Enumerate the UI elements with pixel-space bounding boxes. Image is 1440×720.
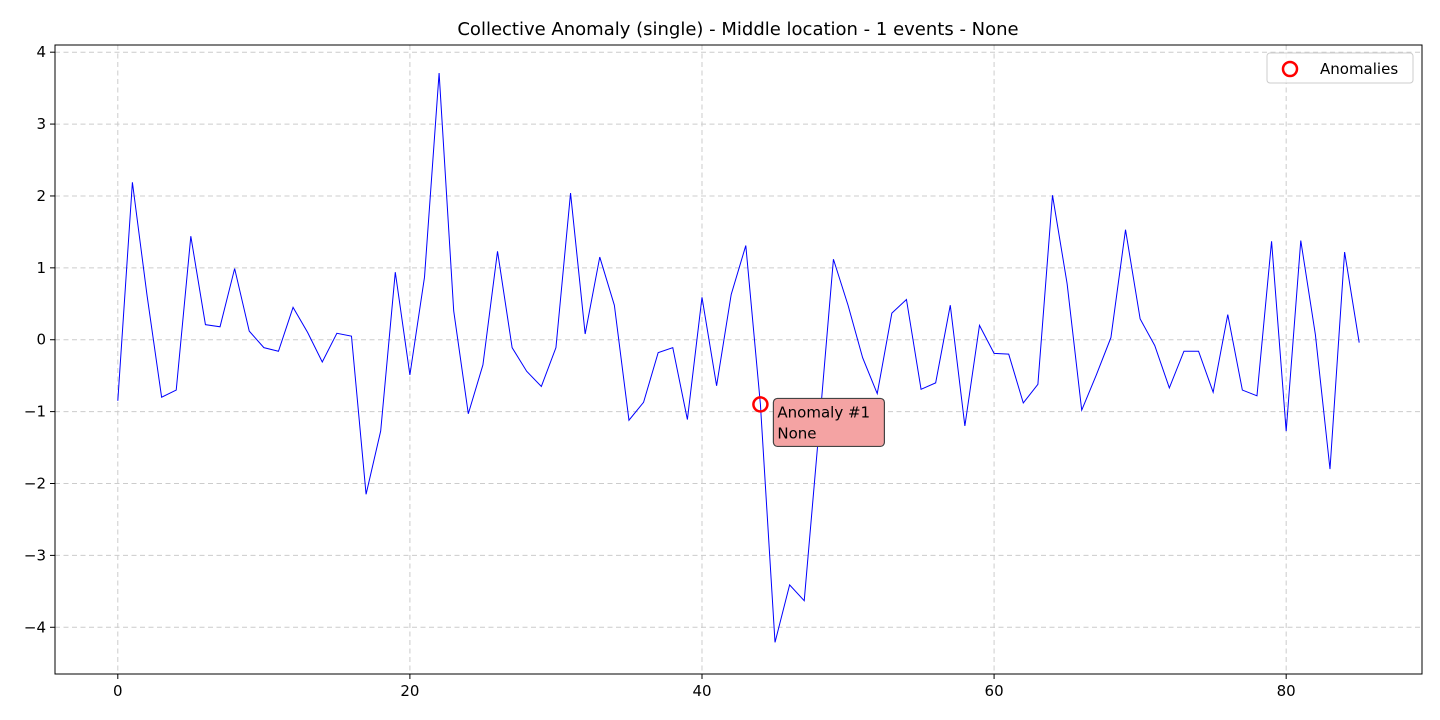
series-layer: [117, 73, 1360, 643]
x-tick-label: 20: [400, 682, 419, 700]
series-line: [117, 73, 1360, 643]
annotation-box: [772, 397, 886, 448]
legend-anomaly-marker: [1281, 60, 1299, 78]
y-tick-label: 2: [36, 187, 46, 205]
anomaly-markers: [752, 396, 769, 413]
x-tick-label: 60: [985, 682, 1004, 700]
annotation-text: None: [777, 424, 816, 442]
x-tick-label: 0: [113, 682, 123, 700]
annotations: Anomaly #1 None: [772, 397, 886, 448]
x-tick-label: 80: [1277, 682, 1296, 700]
legend-box: [1266, 52, 1414, 84]
y-tick-label: −4: [24, 618, 46, 636]
y-tick-label: −1: [24, 403, 46, 421]
chart-title: Collective Anomaly (single) - Middle loc…: [457, 19, 1018, 40]
y-tick-label: 1: [36, 259, 46, 277]
y-tick-label: −2: [24, 475, 46, 493]
x-tick-label: 40: [692, 682, 711, 700]
anomaly-point: [752, 396, 769, 413]
legend-entry-anomalies: Anomalies: [1320, 60, 1398, 78]
grid: [55, 45, 1422, 674]
annotation-text: Anomaly #1: [777, 403, 870, 421]
plot-frame: [54, 44, 1423, 675]
legend: Anomalies: [1266, 52, 1414, 84]
x-axis: 0 20 40 60 80: [113, 674, 1296, 700]
y-axis: −4 −3 −2 −1 0 1 2 3 4: [24, 43, 55, 636]
y-tick-label: 3: [36, 115, 46, 133]
y-tick-label: 4: [36, 43, 46, 61]
y-tick-label: 0: [36, 331, 46, 349]
y-tick-label: −3: [24, 546, 46, 564]
